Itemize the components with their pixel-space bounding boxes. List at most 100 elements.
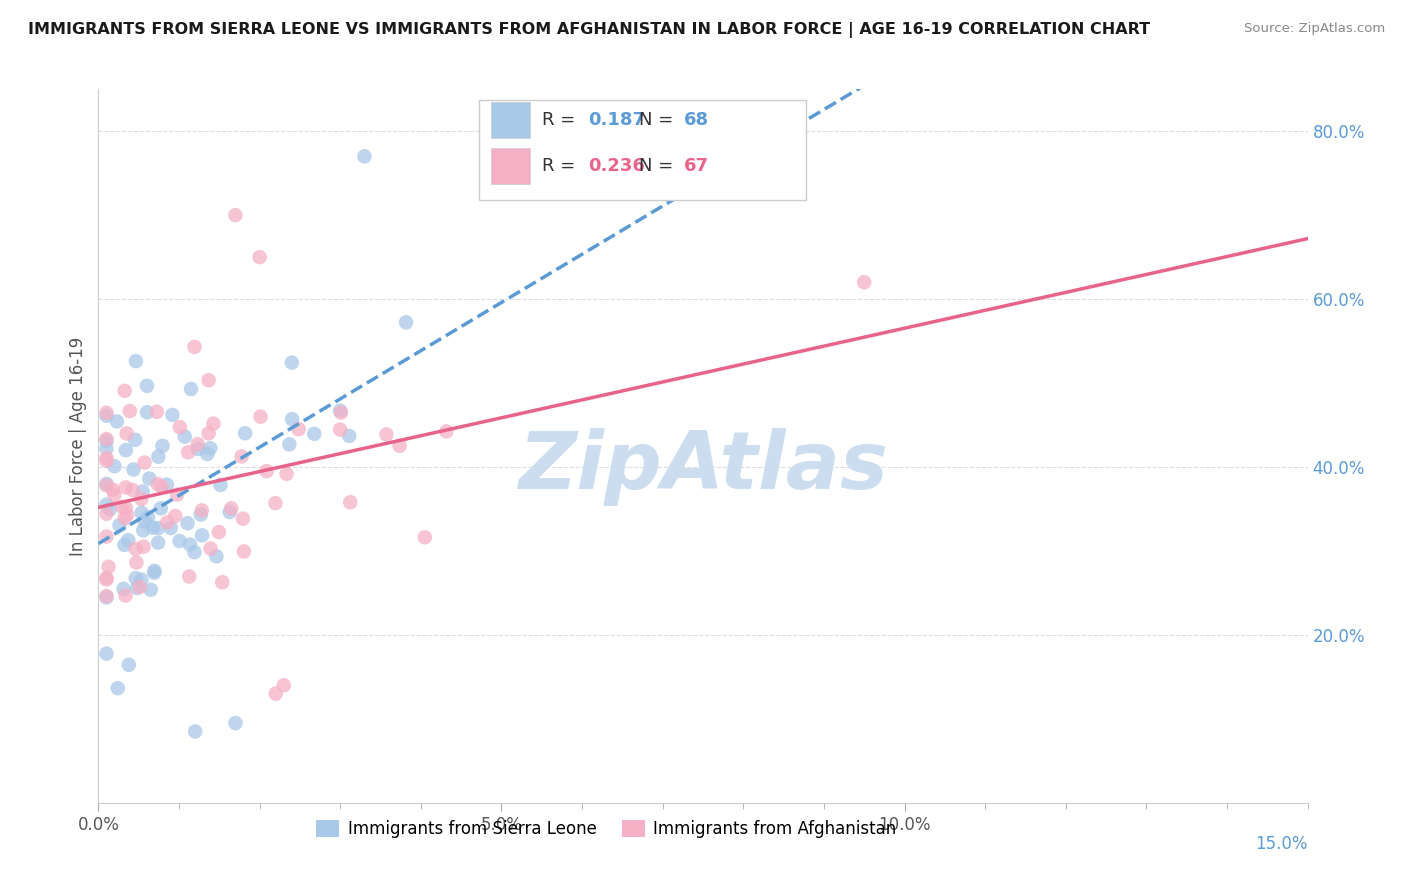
Point [96,476,118,491]
Point [96,498,118,512]
Point [156,516,179,530]
Point [128,580,150,594]
Point [177,445,200,459]
Point [135,379,157,393]
Point [146,405,169,419]
Point [187,437,209,451]
Point [118,657,141,672]
Point [202,417,225,431]
Text: 0.187: 0.187 [588,111,645,128]
Point [114,511,136,525]
Point [131,506,153,520]
Point [96,454,118,468]
Text: 15.0%: 15.0% [1256,835,1308,853]
Text: N =: N = [638,157,679,175]
Point [281,412,304,426]
Point [112,582,135,596]
Point [169,534,191,549]
Point [131,484,153,499]
Point [96,589,118,603]
Point [101,483,124,497]
Point [232,544,254,558]
Point [122,462,145,476]
Point [249,250,271,264]
Point [131,492,153,507]
Point [256,464,278,478]
Point [264,496,287,510]
Point [146,477,169,491]
Point [232,511,254,525]
Point [96,432,118,446]
Y-axis label: In Labor Force | Age 16-19: In Labor Force | Age 16-19 [69,336,87,556]
Point [146,521,169,535]
Point [143,564,166,578]
Point [281,355,304,369]
Point [105,414,128,428]
Point [353,149,375,163]
Point [190,508,212,522]
Point [96,571,118,585]
Point [148,450,170,464]
Text: 67: 67 [683,157,709,175]
Text: R =: R = [543,111,581,128]
Point [114,384,136,398]
Point [179,537,201,551]
Point [329,403,352,417]
Point [249,409,271,424]
Point [233,426,256,441]
Point [134,456,156,470]
Point [169,420,191,434]
Point [329,423,352,437]
Point [96,406,118,420]
Point [179,569,201,583]
Point [96,442,118,456]
Point [125,581,148,595]
Point [166,487,188,501]
Point [117,533,139,548]
Point [195,447,218,461]
Point [187,442,209,456]
Point [115,426,138,441]
Point [96,591,118,605]
Point [96,507,118,521]
Point [143,566,166,580]
Point [150,480,173,494]
Point [205,549,228,564]
Point [156,477,179,491]
Text: 0.236: 0.236 [588,157,645,175]
Point [131,573,153,587]
Text: R =: R = [543,157,581,175]
Point [98,502,121,516]
Point [183,545,205,559]
Point [159,521,181,535]
Point [96,573,118,587]
Point [337,429,360,443]
Point [107,681,129,695]
Point [115,500,138,515]
Point [124,433,146,447]
Point [339,495,361,509]
Point [162,408,184,422]
Text: N =: N = [638,111,679,128]
Point [191,503,214,517]
Text: IMMIGRANTS FROM SIERRA LEONE VS IMMIGRANTS FROM AFGHANISTAN IN LABOR FORCE | AGE: IMMIGRANTS FROM SIERRA LEONE VS IMMIGRAN… [28,22,1150,38]
FancyBboxPatch shape [492,102,530,137]
Point [149,501,172,516]
Point [96,409,118,423]
Point [139,582,162,597]
Point [395,315,418,329]
Point [96,434,118,448]
Point [218,505,240,519]
Point [273,678,295,692]
Point [125,354,148,368]
Point [211,575,233,590]
Point [287,422,309,436]
Point [114,443,136,458]
Point [200,541,222,556]
Point [180,382,202,396]
Point [125,556,148,570]
Point [853,275,876,289]
Point [208,525,231,540]
Point [264,687,287,701]
Point [97,559,120,574]
